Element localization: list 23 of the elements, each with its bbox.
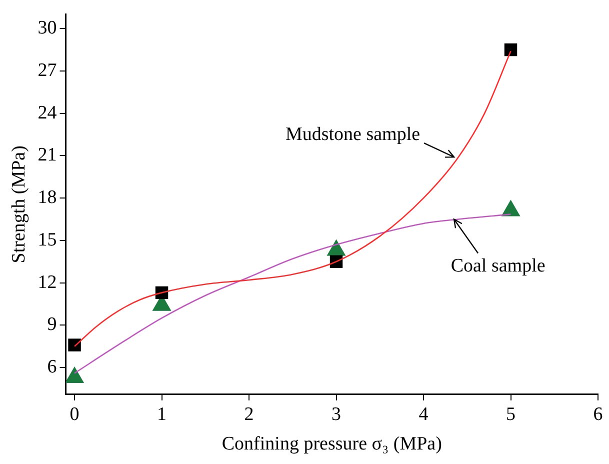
annotation: Mudstone sample	[285, 124, 420, 146]
point	[501, 200, 520, 216]
y-tick-label: 21	[38, 144, 57, 166]
point	[504, 43, 518, 56]
y-tick-label: 30	[38, 18, 57, 39]
y-tick-label: 24	[38, 102, 58, 124]
y-tick-label: 6	[47, 356, 57, 378]
y-axis-title: Strength (MPa)	[8, 146, 30, 264]
x-tick-label: 6	[593, 404, 603, 425]
annotation: Coal sample	[450, 256, 546, 277]
y-tick-label: 9	[47, 314, 57, 336]
y-tick-label: 15	[38, 229, 57, 250]
y-tick-label: 12	[38, 272, 57, 293]
x-tick-label: 3	[332, 404, 342, 425]
x-tick-label: 5	[506, 404, 516, 425]
y-tick-label: 27	[38, 60, 57, 81]
x-tick-label: 0	[70, 404, 80, 425]
point	[66, 366, 84, 383]
x-tick-label: 2	[244, 404, 254, 425]
x-axis-title: Confining pressure σ₃ (MPa)	[222, 434, 442, 455]
x-tick-label: 1	[157, 404, 167, 425]
y-tick-label: 18	[38, 187, 57, 208]
x-tick-label: 4	[418, 404, 429, 425]
